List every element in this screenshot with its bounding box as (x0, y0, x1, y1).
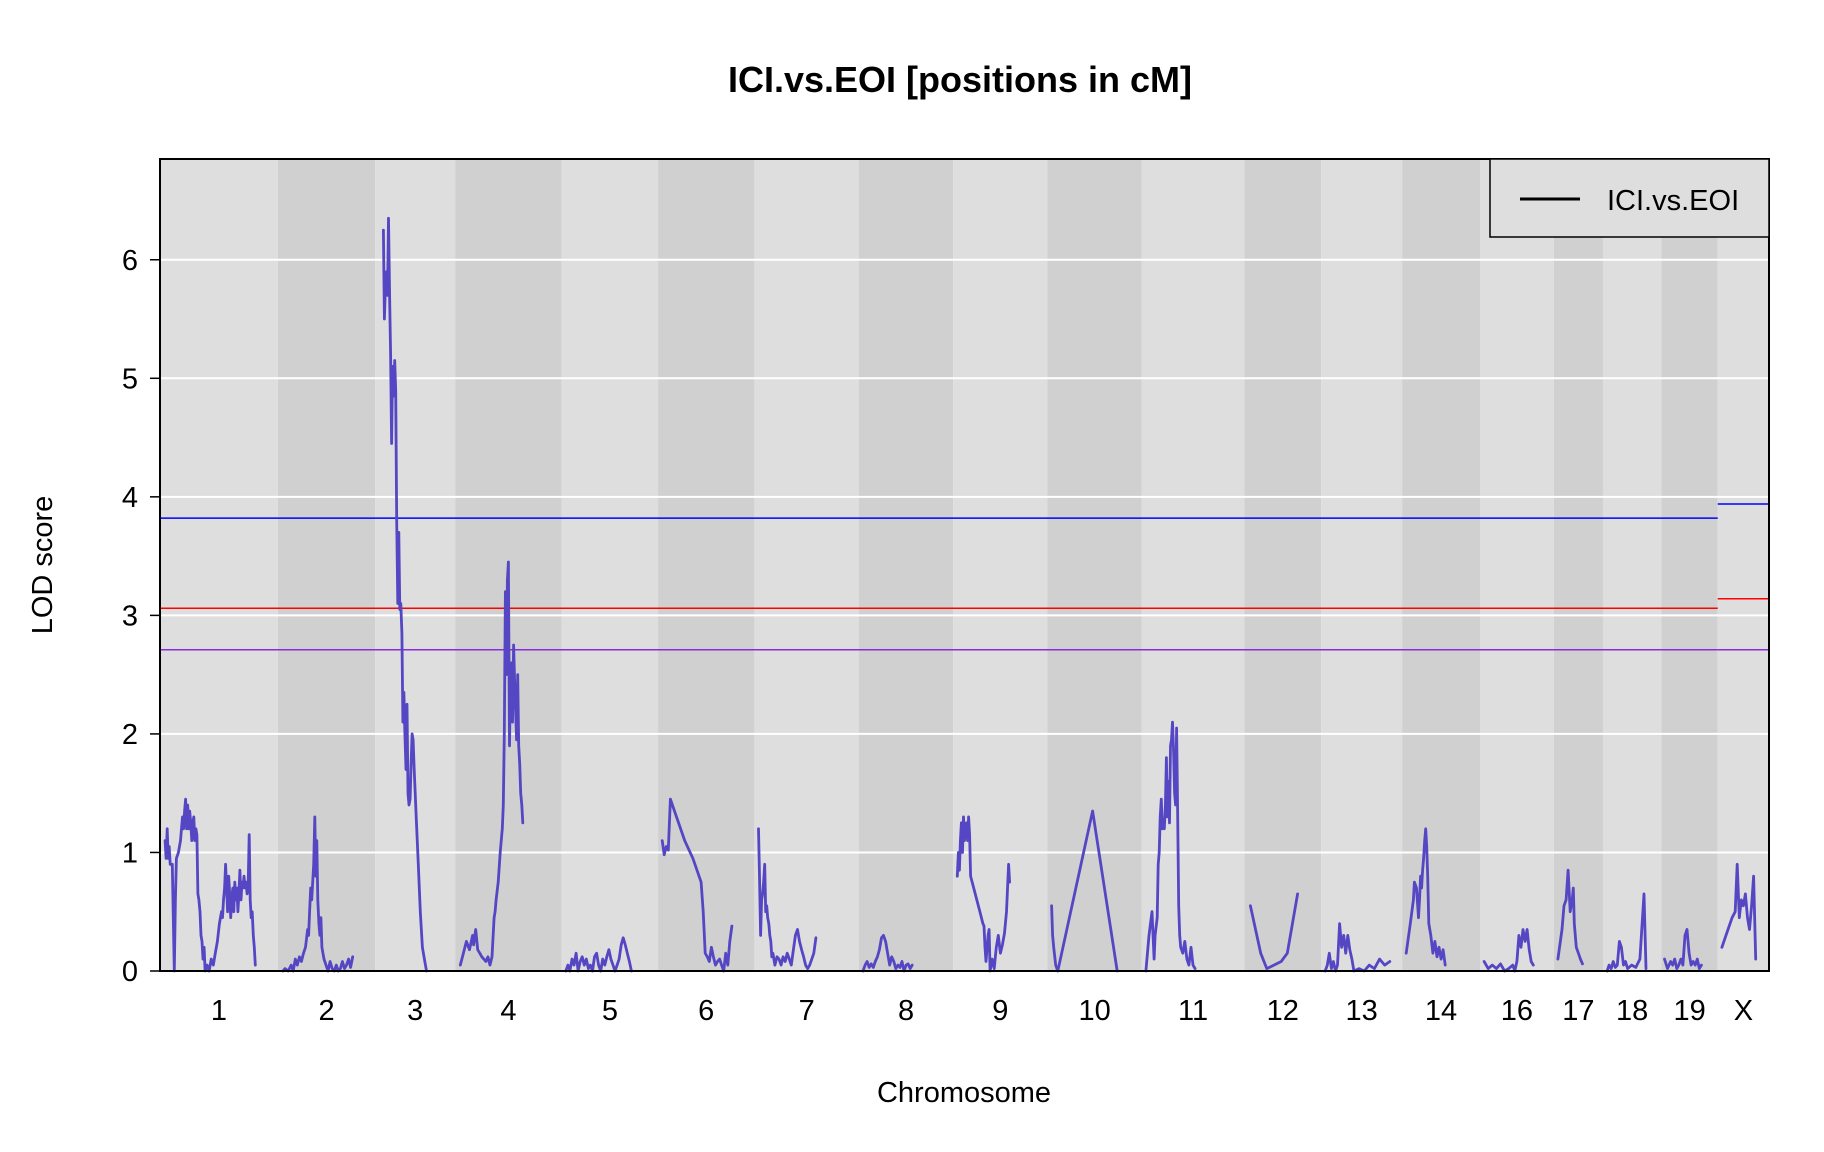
x-tick-label: 11 (1178, 995, 1208, 1027)
x-tick-label: X (1734, 995, 1753, 1027)
chromosome-band-10 (1047, 159, 1142, 971)
chromosome-band-5 (561, 159, 659, 971)
x-tick-label: 9 (992, 995, 1008, 1027)
lod-segment (1663, 928, 1703, 970)
y-tick-label: 1 (122, 837, 138, 869)
x-axis: 1 2 3 4 5 6 7 8 9 10 11 12 13 14 16 17 18 19 X (211, 995, 1753, 1027)
x-tick-label: 19 (1673, 995, 1705, 1027)
lod-segment (1482, 928, 1535, 973)
x-tick-label: 4 (500, 995, 516, 1027)
chromosome-band-12 (1244, 159, 1322, 971)
x-tick-label: 1 (211, 995, 227, 1027)
y-tick-label: 2 (122, 719, 138, 751)
x-tick-label: 17 (1562, 995, 1594, 1027)
lod-segment (458, 560, 525, 967)
y-tick-label: 6 (122, 245, 138, 277)
lod-segment (382, 216, 428, 973)
chromosome-band-6 (658, 159, 755, 971)
chromosome-band-2 (277, 159, 376, 971)
y-tick-label: 4 (122, 482, 138, 514)
chromosome-band-18 (1602, 159, 1662, 971)
y-axis-label: LOD score (27, 496, 59, 635)
legend-label: ICI.vs.EOI (1607, 185, 1739, 217)
lod-segment (757, 827, 818, 970)
plot-frame (159, 158, 1770, 972)
x-tick-label: 16 (1501, 995, 1533, 1027)
grid-lines (160, 258, 1769, 854)
x-tick-label: 8 (898, 995, 914, 1027)
x-tick-label: 10 (1079, 995, 1111, 1027)
threshold-lines (160, 503, 1769, 651)
x-tick-label: 2 (318, 995, 334, 1027)
chromosome-band-13 (1321, 159, 1403, 971)
x-tick-label: 13 (1345, 995, 1377, 1027)
x-tick-label: 14 (1425, 995, 1457, 1027)
y-axis: 0 1 2 3 4 5 6 (122, 245, 160, 988)
chromosome-band-19 (1661, 159, 1718, 971)
lod-curve (163, 216, 1758, 973)
lod-segment (955, 815, 1011, 973)
x-tick-label: 3 (407, 995, 423, 1027)
chromosome-band-14 (1402, 159, 1480, 971)
lod-segment (1720, 862, 1758, 961)
lod-segment (1605, 892, 1648, 973)
y-tick-label: 5 (122, 363, 138, 395)
lod-segment (1144, 720, 1197, 973)
x-axis-label: Chromosome (877, 1077, 1051, 1109)
chromosome-bands (160, 159, 1769, 971)
x-tick-label: 18 (1616, 995, 1648, 1027)
lod-segment (564, 936, 633, 973)
lod-segment (1050, 809, 1119, 973)
lod-segment (1323, 922, 1392, 973)
lod-segment (1249, 892, 1299, 970)
lod-segment (660, 797, 734, 973)
x-tick-label: 12 (1267, 995, 1299, 1027)
y-tick-label: 3 (122, 600, 138, 632)
x-tick-label: 7 (799, 995, 815, 1027)
x-tick-label: 5 (602, 995, 618, 1027)
chart-title: ICI.vs.EOI [positions in cM] (728, 59, 1192, 100)
legend: ICI.vs.EOI (1489, 158, 1770, 238)
lod-segment (1404, 827, 1447, 967)
chromosome-band-X (1717, 159, 1769, 971)
chromosome-band-16 (1479, 159, 1554, 971)
chromosome-band-7 (754, 159, 859, 971)
y-tick-label: 0 (122, 956, 138, 988)
lod-segment (163, 797, 257, 973)
chromosome-band-17 (1553, 159, 1603, 971)
lod-segment (1556, 868, 1584, 966)
x-tick-label: 6 (698, 995, 714, 1027)
chromosome-band-8 (858, 159, 954, 971)
